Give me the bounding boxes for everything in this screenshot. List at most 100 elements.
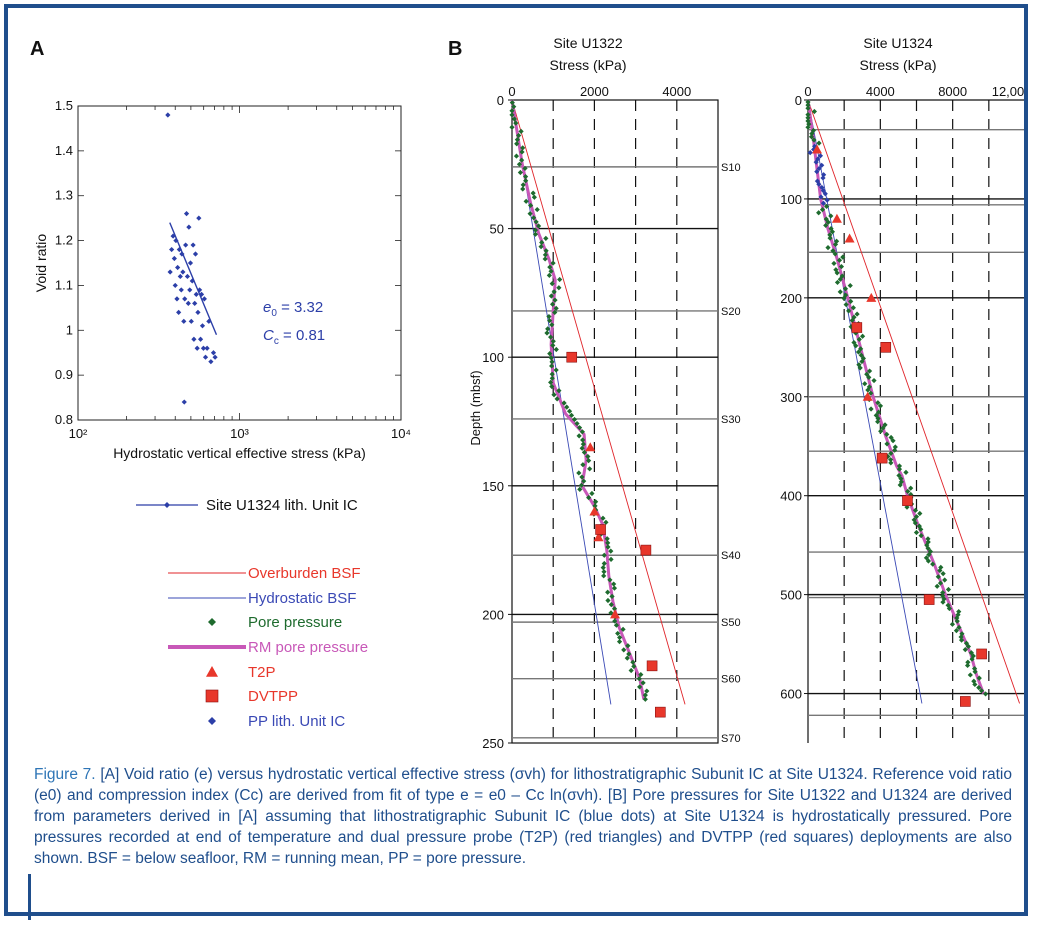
- void-ratio-point: [196, 215, 202, 221]
- void-ratio-point: [200, 345, 207, 351]
- u1322-pore-pressure-point: [543, 248, 549, 254]
- void-ratio-point: [210, 350, 217, 356]
- x-axis-label: Hydrostatic vertical effective stress (k…: [113, 445, 366, 461]
- u1324-pore-pressure-point: [875, 409, 882, 415]
- u1322-pore-pressure-point: [514, 141, 520, 147]
- void-ratio-point: [183, 242, 189, 248]
- u1322-pore-pressure-point: [608, 602, 614, 608]
- u1324-dvtpp-marker: [902, 495, 913, 506]
- void-ratio-point: [194, 345, 200, 351]
- u1324-t2p-marker: [844, 233, 855, 243]
- u1324-pp-unit-point: [819, 162, 825, 168]
- u1324-t2p-marker: [831, 213, 842, 223]
- legend-pp-unit-label: PP lith. Unit IC: [248, 713, 345, 730]
- u1322-pore-pressure-point: [549, 359, 555, 365]
- u1324-pp-unit-point: [822, 191, 828, 197]
- legend-pore-pressure-marker: [208, 618, 216, 626]
- u1324-pore-pressure-point: [956, 609, 962, 615]
- u1322-y-tick-label: 50: [490, 222, 504, 237]
- u1322-pore-pressure-point: [576, 433, 582, 439]
- u1322-pore-pressure-point: [624, 655, 630, 661]
- u1324-pp-unit-point: [814, 178, 821, 184]
- u1322-pore-pressure-point: [642, 696, 648, 702]
- legend-rm-pore-pressure-label: RM pore pressure: [248, 639, 368, 656]
- y-tick-label: 0.8: [55, 412, 73, 427]
- u1322-pore-pressure-point: [549, 322, 555, 328]
- y-tick-label: 0.9: [55, 367, 73, 382]
- u1324-pore-pressure-point: [805, 115, 811, 121]
- void-ratio-point: [199, 323, 206, 329]
- u1324-pore-pressure-point: [940, 593, 946, 599]
- u1324-pore-pressure-point: [816, 210, 822, 216]
- u1322-pore-pressure-point: [580, 441, 586, 447]
- u1324-pore-pressure-point: [888, 450, 894, 456]
- u1322-pore-pressure-point: [589, 490, 595, 497]
- u1324-pore-pressure-point: [949, 621, 956, 627]
- u1322-y-tick-label: 0: [497, 93, 504, 108]
- u1324-pore-pressure-point: [976, 685, 982, 691]
- u1324-pore-pressure-point: [953, 628, 960, 634]
- void-ratio-point: [206, 318, 212, 324]
- u1324-pore-pressure-point: [825, 219, 831, 225]
- u1324-pore-pressure-point: [890, 438, 896, 444]
- u1322-pore-pressure-point: [601, 560, 607, 567]
- u1322-x-tick-label: 2000: [580, 84, 609, 99]
- u1324-pore-pressure-point: [970, 653, 976, 659]
- u1324-pore-pressure-point: [839, 273, 845, 279]
- u1324-pore-pressure-point: [940, 590, 946, 596]
- u1322-pore-pressure-point: [523, 178, 529, 184]
- u1322-pore-pressure-point: [580, 437, 586, 443]
- u1324-pore-pressure-point: [843, 292, 849, 298]
- u1324-pore-pressure-point: [859, 358, 865, 365]
- u1324-pp-unit-point: [818, 194, 824, 200]
- u1324-pore-pressure-point: [865, 387, 871, 393]
- u1324-pore-pressure-point: [830, 248, 836, 254]
- u1322-pore-pressure-point: [625, 643, 631, 649]
- u1322-pore-pressure-point: [509, 124, 515, 130]
- u1322-pore-pressure-point: [611, 585, 618, 591]
- u1324-pore-pressure-point: [868, 406, 874, 412]
- u1322-pore-pressure-point: [513, 120, 519, 126]
- u1322-pore-pressure-point: [605, 597, 611, 604]
- x-tick-label: 10²: [69, 426, 88, 441]
- u1322-pore-pressure-point: [548, 268, 554, 274]
- u1324-pore-pressure-point: [866, 368, 873, 374]
- annotation-cc: Cc = 0.81: [263, 327, 325, 347]
- u1322-pore-pressure-point: [612, 618, 618, 624]
- u1324-pore-pressure-point: [896, 472, 902, 479]
- u1324-y-tick-label: 500: [780, 588, 802, 603]
- u1324-pore-pressure-point: [925, 545, 931, 551]
- u1322-unit-label: S30: [721, 414, 741, 426]
- void-ratio-point: [190, 242, 196, 248]
- u1324-pore-pressure-point: [918, 533, 924, 539]
- u1324-pore-pressure-point: [941, 596, 947, 602]
- u1322-pore-pressure-point: [603, 519, 609, 525]
- u1324-pore-pressure-point: [897, 482, 903, 488]
- u1322-pore-pressure-point: [600, 515, 606, 521]
- u1324-pore-pressure-point: [982, 691, 989, 697]
- u1322-pore-pressure-point: [548, 334, 554, 340]
- u1322-pore-pressure-point: [553, 305, 559, 311]
- void-ratio-point: [192, 251, 199, 257]
- legend-dvtpp-marker: [205, 689, 219, 703]
- legend-dvtpp-label: DVTPP: [248, 688, 298, 705]
- u1322-plot-area: [511, 99, 719, 744]
- u1322-pore-pressure-point: [520, 182, 526, 188]
- u1324-pore-pressure-point: [832, 241, 839, 248]
- u1324-pore-pressure-point: [805, 99, 811, 105]
- legend-t2p-marker: [206, 666, 218, 677]
- u1322-unit-label: S20: [721, 306, 741, 318]
- u1322-pore-pressure-point: [564, 404, 570, 410]
- u1322-pore-pressure-point: [611, 606, 618, 612]
- u1324-pore-pressure-point: [958, 634, 964, 640]
- u1324-pore-pressure-point: [940, 571, 946, 577]
- u1324-pore-pressure-point: [958, 637, 965, 643]
- u1324-pore-pressure-point: [882, 422, 888, 428]
- u1324-pore-pressure-point: [871, 377, 877, 384]
- u1324-pore-pressure-point: [892, 447, 898, 453]
- figure-caption: Figure 7. [A] Void ratio (e) versus hydr…: [34, 764, 1012, 869]
- u1322-pore-pressure-point: [601, 573, 607, 579]
- u1324-pore-pressure-point: [924, 542, 930, 548]
- u1322-pore-pressure-point: [516, 132, 522, 139]
- void-ratio-point: [204, 345, 210, 351]
